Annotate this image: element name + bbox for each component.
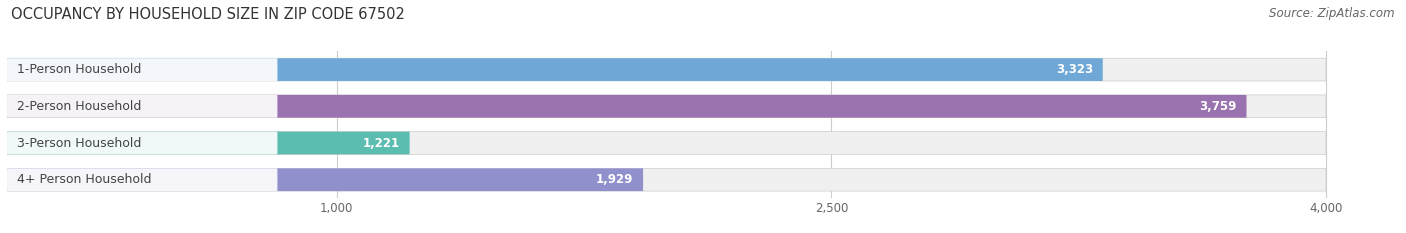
FancyBboxPatch shape — [7, 168, 1326, 191]
Text: 1,929: 1,929 — [596, 173, 633, 186]
FancyBboxPatch shape — [7, 132, 277, 154]
Text: 3,759: 3,759 — [1199, 100, 1237, 113]
Text: Source: ZipAtlas.com: Source: ZipAtlas.com — [1270, 7, 1395, 20]
FancyBboxPatch shape — [7, 132, 1326, 154]
FancyBboxPatch shape — [7, 168, 277, 191]
Text: 1,221: 1,221 — [363, 137, 399, 150]
Text: 4+ Person Household: 4+ Person Household — [17, 173, 152, 186]
Text: OCCUPANCY BY HOUSEHOLD SIZE IN ZIP CODE 67502: OCCUPANCY BY HOUSEHOLD SIZE IN ZIP CODE … — [11, 7, 405, 22]
FancyBboxPatch shape — [7, 95, 277, 118]
FancyBboxPatch shape — [7, 58, 277, 81]
Text: 3,323: 3,323 — [1056, 63, 1092, 76]
FancyBboxPatch shape — [7, 58, 1326, 81]
FancyBboxPatch shape — [7, 132, 409, 154]
FancyBboxPatch shape — [7, 95, 1326, 118]
FancyBboxPatch shape — [7, 168, 643, 191]
FancyBboxPatch shape — [7, 95, 1247, 118]
Text: 3-Person Household: 3-Person Household — [17, 137, 141, 150]
Text: 1-Person Household: 1-Person Household — [17, 63, 141, 76]
Text: 2-Person Household: 2-Person Household — [17, 100, 141, 113]
FancyBboxPatch shape — [7, 58, 1102, 81]
